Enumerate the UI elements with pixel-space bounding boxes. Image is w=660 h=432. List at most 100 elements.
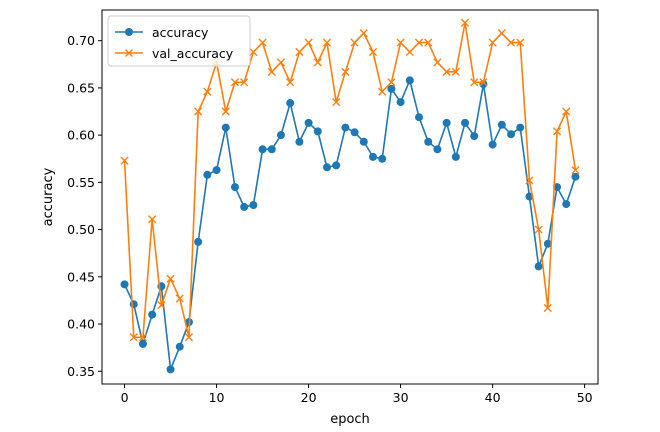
data-point-val-accuracy — [506, 38, 516, 47]
data-point-val-accuracy — [460, 18, 470, 27]
data-point-accuracy — [203, 170, 212, 179]
data-point-val-accuracy — [451, 67, 460, 76]
legend-entry-val-accuracy: val_accuracy — [115, 46, 234, 61]
data-point-val-accuracy — [543, 303, 552, 313]
data-point-val-accuracy — [396, 38, 405, 47]
data-point-accuracy — [120, 280, 129, 289]
data-point-accuracy — [350, 128, 359, 137]
data-point-accuracy — [332, 161, 341, 170]
y-tick-label: 0.65 — [67, 80, 95, 95]
data-point-accuracy — [322, 163, 331, 172]
data-point-accuracy — [534, 262, 543, 271]
data-point-accuracy — [497, 120, 506, 129]
x-tick-label: 40 — [485, 390, 501, 405]
data-point-val-accuracy — [350, 38, 359, 47]
data-point-accuracy — [442, 118, 451, 127]
y-tick-label: 0.60 — [67, 128, 95, 143]
data-point-val-accuracy — [203, 87, 212, 96]
y-tick-label: 0.70 — [67, 33, 95, 48]
data-point-val-accuracy — [341, 67, 350, 76]
data-point-val-accuracy — [184, 333, 194, 342]
data-point-accuracy — [405, 76, 414, 85]
data-point-val-accuracy — [157, 301, 166, 310]
data-point-accuracy — [230, 183, 239, 192]
data-point-accuracy — [571, 172, 580, 181]
data-point-val-accuracy — [138, 333, 148, 342]
data-point-val-accuracy — [525, 176, 534, 185]
data-point-val-accuracy — [405, 47, 414, 57]
data-point-val-accuracy — [194, 107, 203, 116]
data-point-accuracy — [369, 152, 378, 161]
data-point-accuracy — [451, 152, 460, 161]
data-point-val-accuracy — [424, 38, 433, 47]
data-point-val-accuracy — [479, 78, 488, 87]
data-point-val-accuracy — [258, 38, 267, 47]
data-point-accuracy — [543, 239, 552, 248]
data-point-val-accuracy — [276, 58, 286, 67]
data-point-accuracy — [240, 202, 249, 211]
data-point-val-accuracy — [166, 274, 175, 283]
data-point-val-accuracy — [295, 47, 304, 57]
data-point-accuracy — [148, 310, 157, 319]
data-point-val-accuracy — [175, 294, 184, 303]
data-point-val-accuracy — [359, 29, 368, 38]
data-point-val-accuracy — [562, 107, 571, 116]
data-point-accuracy — [415, 113, 424, 122]
y-tick-label: 0.45 — [67, 269, 95, 284]
data-point-accuracy — [313, 127, 322, 136]
data-point-accuracy — [175, 342, 184, 351]
legend-entry-accuracy: accuracy — [115, 25, 209, 40]
data-point-accuracy — [470, 132, 479, 141]
data-point-val-accuracy — [322, 38, 332, 47]
data-point-val-accuracy — [470, 78, 479, 87]
data-point-accuracy — [258, 145, 267, 154]
legend-box — [107, 15, 251, 67]
data-point-val-accuracy — [552, 127, 562, 136]
data-point-val-accuracy — [368, 47, 378, 57]
y-tick-label: 0.55 — [67, 175, 95, 190]
x-tick-label: 10 — [209, 390, 225, 405]
legend: accuracy val_accuracy — [107, 15, 251, 67]
data-point-accuracy — [387, 84, 396, 93]
data-point-val-accuracy — [387, 78, 396, 87]
data-point-accuracy — [396, 98, 405, 107]
data-point-val-accuracy — [267, 67, 276, 76]
data-point-val-accuracy — [571, 165, 580, 175]
data-point-val-accuracy — [414, 38, 424, 47]
data-point-accuracy — [249, 201, 258, 210]
data-point-accuracy — [359, 137, 368, 146]
data-point-val-accuracy — [304, 38, 313, 47]
data-point-val-accuracy — [313, 58, 322, 67]
data-point-accuracy — [424, 137, 433, 146]
data-point-accuracy — [129, 300, 138, 309]
data-point-val-accuracy — [497, 29, 506, 38]
x-tick-label: 50 — [577, 390, 593, 405]
legend-marker-val-accuracy — [125, 49, 133, 57]
data-point-val-accuracy — [240, 78, 249, 87]
data-point-val-accuracy — [442, 67, 451, 76]
data-point-accuracy — [433, 145, 442, 154]
legend-label-accuracy: accuracy — [152, 25, 209, 40]
data-point-accuracy — [304, 118, 313, 127]
data-point-val-accuracy — [249, 47, 258, 57]
legend-label-val-accuracy: val_accuracy — [152, 46, 234, 61]
y-tick-label: 0.35 — [67, 364, 95, 379]
data-point-val-accuracy — [148, 215, 157, 224]
x-axis-ticks: 0 10 20 30 40 50 — [121, 384, 593, 405]
data-point-val-accuracy — [378, 87, 387, 96]
data-point-accuracy — [507, 130, 516, 139]
data-point-val-accuracy — [433, 58, 442, 67]
x-tick-label: 0 — [121, 390, 129, 405]
data-point-accuracy — [461, 118, 470, 127]
series-layer — [120, 18, 580, 374]
data-point-val-accuracy — [534, 225, 543, 234]
series-val-accuracy — [120, 18, 580, 342]
x-axis-label: epoch — [330, 412, 370, 427]
y-axis-ticks: 0.35 0.40 0.45 0.50 0.55 0.60 0.65 0.70 — [67, 33, 102, 379]
y-tick-label: 0.40 — [67, 317, 95, 332]
data-point-accuracy — [221, 123, 230, 132]
data-point-accuracy — [138, 339, 147, 348]
data-point-val-accuracy — [221, 107, 230, 116]
data-point-val-accuracy — [120, 156, 129, 165]
